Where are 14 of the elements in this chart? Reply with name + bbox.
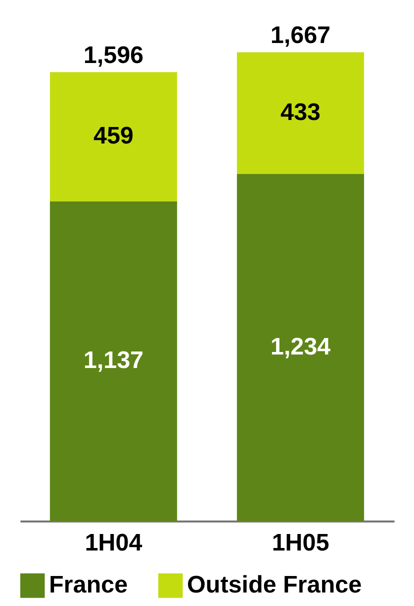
- bar: [50, 72, 178, 202]
- bar: [236, 174, 364, 521]
- legend-label: France: [49, 572, 128, 599]
- bar: [236, 52, 364, 174]
- bar: [50, 201, 178, 521]
- total-label: 1,596: [83, 42, 144, 70]
- legend-label: Outside France: [187, 572, 362, 599]
- data-label: 459: [93, 122, 134, 150]
- data-label: 1,137: [83, 347, 144, 374]
- x-tick-label: 1H04: [84, 530, 143, 556]
- data-label: 1,234: [270, 333, 332, 360]
- data-label: 433: [280, 99, 321, 126]
- x-tick-label: 1H05: [272, 530, 330, 556]
- total-label: 1,667: [270, 22, 331, 50]
